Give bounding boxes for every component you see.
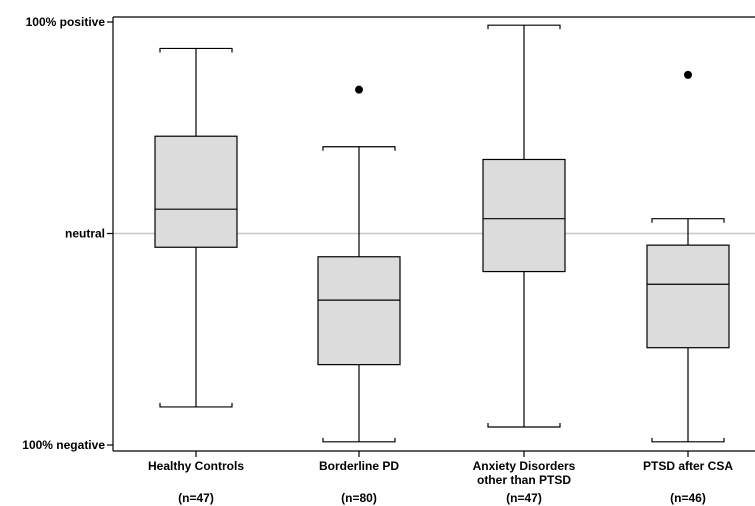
- outlier-point: [355, 85, 363, 94]
- x-labels-layer: Healthy Controls (n=47) Borderline PD (n=80…: [148, 451, 733, 505]
- x-sample-size-label: (n=80): [341, 491, 377, 505]
- x-sample-size-label: (n=47): [506, 491, 542, 505]
- box-group: [154, 47, 238, 408]
- box-group: [646, 70, 730, 443]
- upper-whisker-cap: [487, 24, 561, 30]
- x-category-label: other than PTSD: [477, 473, 571, 487]
- box-group: [317, 85, 401, 443]
- upper-whisker-cap: [159, 47, 233, 53]
- y-tick-label: 100% negative: [22, 438, 105, 452]
- upper-whisker-cap: [651, 218, 725, 223]
- x-sample-size-label: (n=47): [178, 491, 214, 505]
- x-category-label: PTSD after CSA: [643, 459, 733, 473]
- x-sample-size-label: (n=46): [670, 491, 706, 505]
- lower-whisker-cap: [322, 437, 396, 443]
- lower-whisker-cap: [487, 423, 561, 428]
- x-category-label: Anxiety Disorders: [473, 459, 576, 473]
- boxes-layer: [154, 24, 730, 443]
- x-category-label: Borderline PD: [319, 459, 399, 473]
- lower-whisker-cap: [159, 402, 233, 408]
- y-ticks-layer: 100% positive neutral 100% negative: [22, 15, 113, 452]
- iqr-box: [154, 135, 238, 248]
- iqr-box: [482, 158, 566, 273]
- lower-whisker-cap: [651, 437, 725, 443]
- x-category-label: Healthy Controls: [148, 459, 244, 473]
- y-tick-label: 100% positive: [26, 15, 106, 29]
- y-tick-label: neutral: [65, 227, 105, 241]
- iqr-box: [317, 256, 401, 366]
- outlier-point: [684, 70, 692, 79]
- iqr-box: [646, 244, 730, 349]
- box-group: [482, 24, 566, 428]
- upper-whisker-cap: [322, 146, 396, 151]
